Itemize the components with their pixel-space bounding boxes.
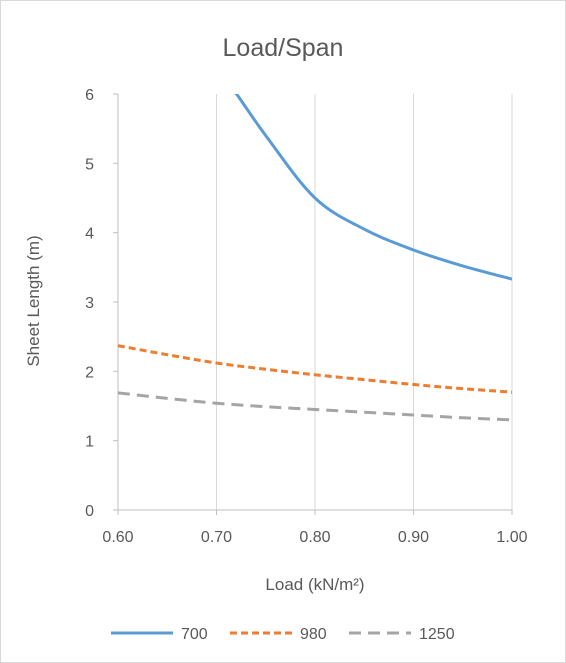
chart-title: Load/Span (223, 34, 344, 62)
y-tick-label: 0 (85, 503, 94, 520)
series-line-980 (118, 344, 512, 394)
series-line-1250 (118, 391, 512, 422)
tick-labels: 0 1 2 3 4 5 6 0.60 0.70 0.80 0.90 1.00 (85, 87, 528, 546)
legend-item-1250: 1250 (349, 626, 455, 643)
y-tick-label: 5 (85, 156, 94, 173)
x-tick-label: 0.90 (398, 529, 429, 546)
legend-item-980: 980 (230, 626, 327, 643)
y-tick-label: 3 (85, 295, 94, 312)
x-tick-label: 0.70 (201, 529, 232, 546)
y-tick-label: 1 (85, 434, 94, 451)
legend-label-700: 700 (181, 626, 208, 643)
x-tick-label: 0.60 (102, 529, 133, 546)
x-tick-label: 1.00 (496, 529, 527, 546)
x-axis-title: Load (kN/m²) (265, 575, 364, 594)
y-tick-label: 2 (85, 364, 94, 381)
grid-lines (117, 94, 513, 510)
legend-label-980: 980 (300, 626, 327, 643)
legend-label-1250: 1250 (419, 626, 455, 643)
series-line-700 (234, 94, 512, 281)
y-tick-label: 4 (85, 226, 94, 243)
y-tick-label: 6 (85, 87, 94, 104)
legend-item-700: 700 (111, 626, 208, 643)
series-lines (118, 94, 512, 422)
axes (113, 93, 513, 515)
legend: 700 980 1250 (111, 626, 455, 643)
y-axis-title: Sheet Length (m) (24, 235, 43, 366)
x-tick-label: 0.80 (299, 529, 330, 546)
